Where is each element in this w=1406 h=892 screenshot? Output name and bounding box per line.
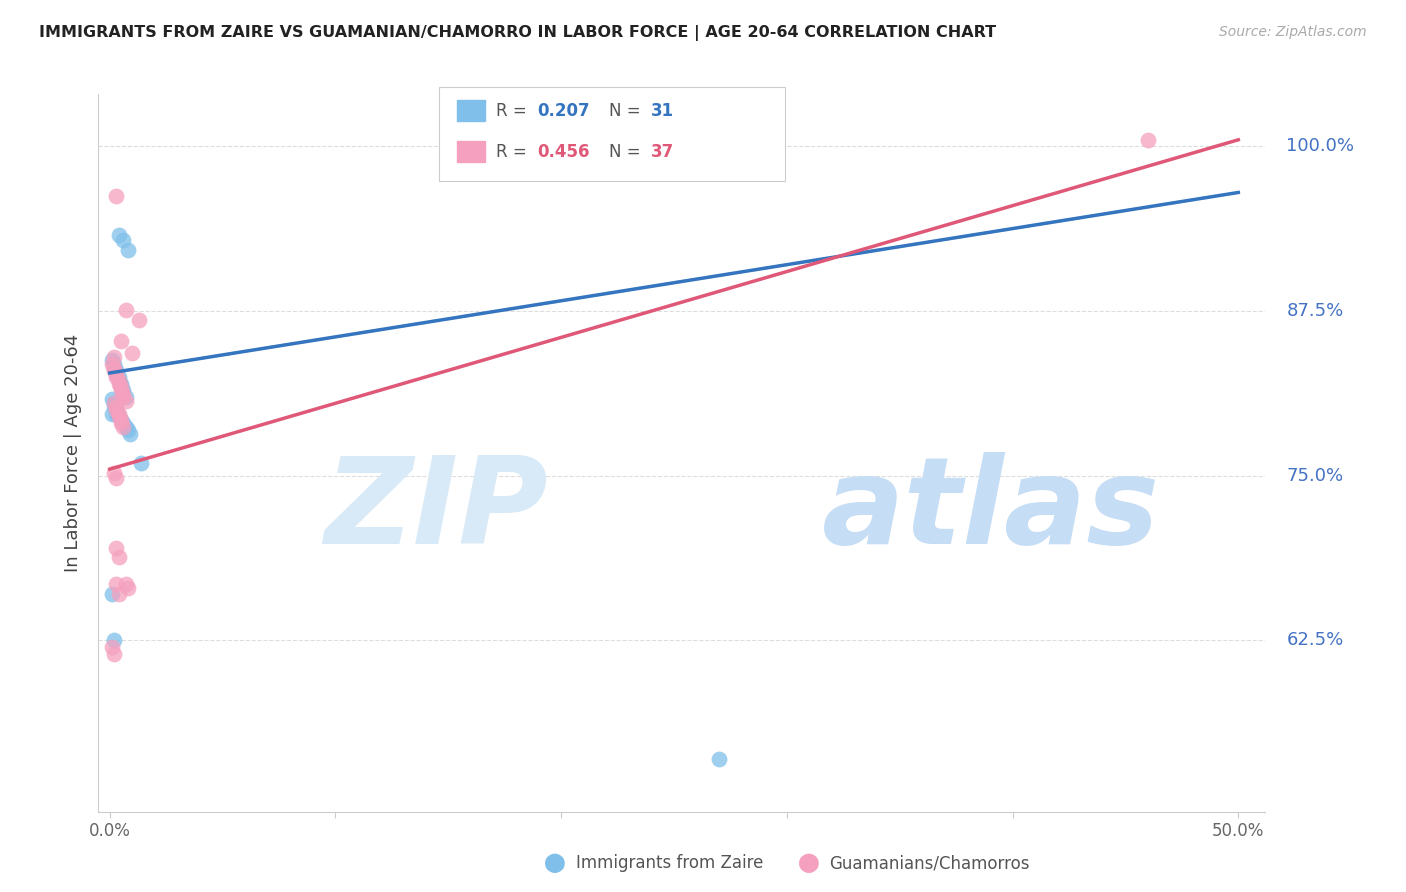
Point xyxy=(110,413,132,427)
Point xyxy=(105,401,128,415)
Point xyxy=(117,423,139,437)
Point xyxy=(105,541,128,556)
Point xyxy=(114,393,136,408)
Point xyxy=(131,456,153,470)
Point xyxy=(707,752,730,766)
Point xyxy=(117,244,139,258)
Point xyxy=(112,390,135,404)
Point xyxy=(112,387,135,401)
Point xyxy=(110,376,132,391)
Point xyxy=(110,416,132,430)
Point xyxy=(103,399,125,413)
Text: 100.0%: 100.0% xyxy=(1286,137,1354,155)
Point xyxy=(103,396,125,410)
Point xyxy=(107,409,129,424)
Point xyxy=(1137,133,1160,147)
Text: 75.0%: 75.0% xyxy=(1286,467,1344,484)
Text: Immigrants from Zaire: Immigrants from Zaire xyxy=(576,855,763,872)
Text: 62.5%: 62.5% xyxy=(1286,632,1344,649)
Point xyxy=(107,227,129,242)
Point xyxy=(112,387,135,401)
Point xyxy=(103,360,125,375)
Point xyxy=(112,416,135,430)
Text: IMMIGRANTS FROM ZAIRE VS GUAMANIAN/CHAMORRO IN LABOR FORCE | AGE 20-64 CORRELATI: IMMIGRANTS FROM ZAIRE VS GUAMANIAN/CHAMO… xyxy=(39,25,997,41)
Point xyxy=(110,379,132,393)
Text: ⬤: ⬤ xyxy=(544,854,567,873)
Text: 31: 31 xyxy=(651,102,673,120)
Point xyxy=(105,471,128,485)
Text: ⬤: ⬤ xyxy=(797,854,820,873)
Point xyxy=(114,576,136,591)
Text: atlas: atlas xyxy=(823,451,1160,568)
Point xyxy=(107,587,129,601)
Point xyxy=(114,420,136,434)
Point xyxy=(105,402,128,417)
Text: 37: 37 xyxy=(651,143,675,161)
Point xyxy=(105,368,128,382)
Text: Guamanians/Chamorros: Guamanians/Chamorros xyxy=(830,855,1031,872)
Point xyxy=(101,357,124,371)
Point xyxy=(118,426,141,441)
Text: Source: ZipAtlas.com: Source: ZipAtlas.com xyxy=(1219,25,1367,39)
Y-axis label: In Labor Force | Age 20-64: In Labor Force | Age 20-64 xyxy=(63,334,82,572)
Point xyxy=(103,396,125,410)
Point xyxy=(105,407,128,421)
Point xyxy=(110,334,132,349)
Point xyxy=(107,370,129,384)
Text: N =: N = xyxy=(609,143,645,161)
Point xyxy=(107,409,129,424)
Point xyxy=(110,383,132,397)
Text: N =: N = xyxy=(609,102,645,120)
Point xyxy=(105,189,128,203)
Point xyxy=(101,587,124,601)
Point xyxy=(107,374,129,388)
Point xyxy=(107,407,129,421)
Point xyxy=(103,360,125,375)
Point xyxy=(110,413,132,427)
Text: 0.456: 0.456 xyxy=(537,143,589,161)
Point xyxy=(105,402,128,417)
Point xyxy=(103,357,125,371)
Text: 0.207: 0.207 xyxy=(537,102,589,120)
Text: 87.5%: 87.5% xyxy=(1286,302,1344,320)
Point xyxy=(114,390,136,404)
Point xyxy=(107,374,129,388)
Text: ZIP: ZIP xyxy=(323,451,548,568)
Text: R =: R = xyxy=(496,102,533,120)
Point xyxy=(117,581,139,595)
Point xyxy=(105,363,128,377)
Point xyxy=(101,407,124,421)
Point xyxy=(107,550,129,565)
Point xyxy=(121,346,143,360)
Point xyxy=(107,376,129,391)
Point xyxy=(103,466,125,480)
Point xyxy=(101,352,124,367)
Point xyxy=(103,633,125,648)
Point xyxy=(101,392,124,407)
Point xyxy=(105,368,128,382)
Point xyxy=(112,233,135,247)
Text: R =: R = xyxy=(496,143,533,161)
Point xyxy=(101,640,124,654)
Point xyxy=(112,420,135,434)
Point xyxy=(103,350,125,364)
Point xyxy=(112,383,135,397)
Point xyxy=(103,363,125,377)
Point xyxy=(110,380,132,394)
Point xyxy=(114,302,136,317)
Point xyxy=(128,313,150,327)
Point xyxy=(105,370,128,384)
Point xyxy=(105,576,128,591)
Point xyxy=(103,647,125,661)
